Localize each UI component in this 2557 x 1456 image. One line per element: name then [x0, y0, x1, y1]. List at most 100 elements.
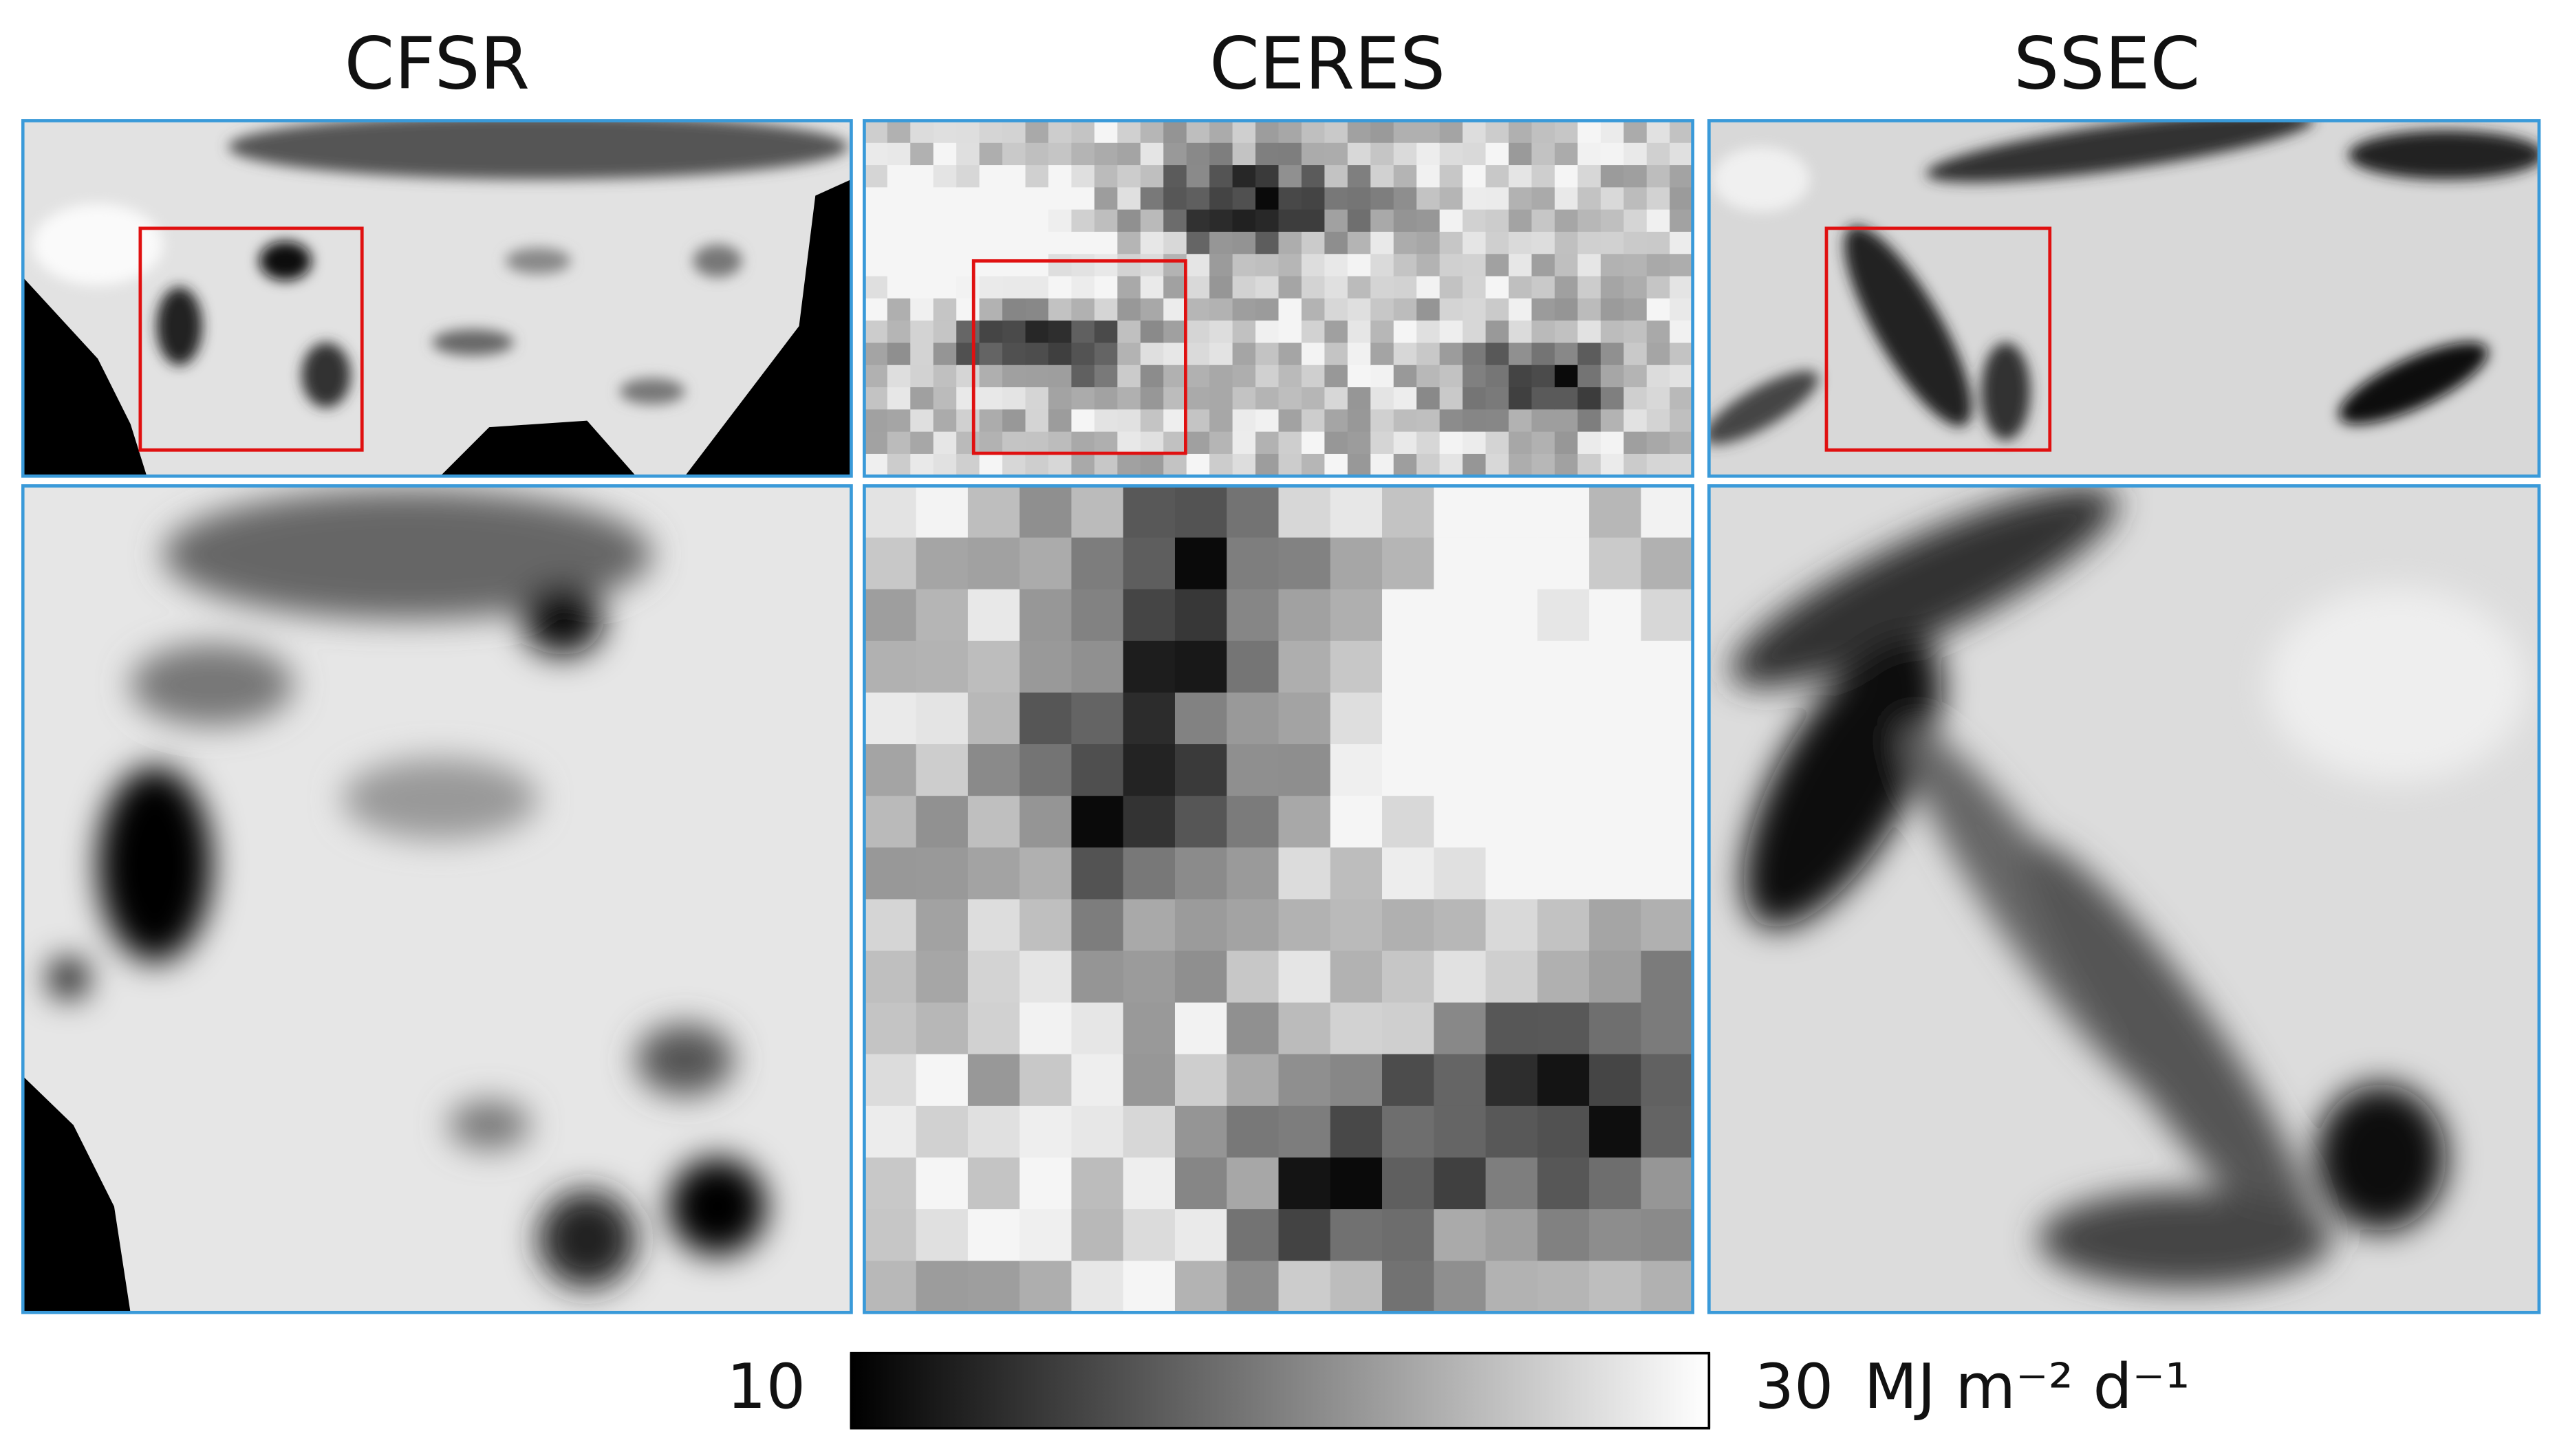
pixel [1537, 1261, 1590, 1314]
pixel [1393, 431, 1418, 455]
cfsr-map [23, 120, 852, 477]
pixel [1439, 276, 1464, 300]
pixel [1623, 409, 1648, 433]
pixel [1623, 365, 1648, 389]
pixel [1589, 744, 1642, 797]
pixel [1174, 796, 1228, 849]
pixel [1278, 231, 1303, 255]
pixel [1416, 209, 1441, 233]
pixel [1434, 1157, 1487, 1210]
pixel [1646, 320, 1671, 344]
pixel [1227, 1054, 1280, 1107]
pixel [1186, 142, 1211, 166]
pixel [1048, 254, 1072, 277]
pixel [1094, 320, 1119, 344]
pixel [1416, 365, 1441, 389]
pixel [1255, 120, 1280, 144]
pixel [1531, 320, 1556, 344]
pixel [1439, 254, 1464, 277]
pixel [1370, 320, 1394, 344]
pixel [1278, 486, 1331, 539]
pixel [864, 298, 889, 322]
pixel [1232, 165, 1257, 188]
panel-title: CFSR [344, 21, 530, 105]
pixel [967, 796, 1021, 849]
pixel [1140, 231, 1165, 255]
pixel [933, 343, 958, 366]
pixel [864, 486, 917, 539]
pixel [887, 142, 911, 166]
pixel [1019, 1261, 1072, 1314]
pixel [916, 692, 969, 746]
pixel [1094, 120, 1119, 144]
pixel [1025, 120, 1050, 144]
pixel [1554, 231, 1579, 255]
pixel [1301, 387, 1326, 411]
pixel [1025, 254, 1050, 277]
pixel [1347, 276, 1372, 300]
pixel [1434, 1054, 1487, 1107]
pixel [1641, 640, 1694, 694]
pixel [1094, 254, 1119, 277]
pixel [910, 387, 934, 411]
pixel [1117, 120, 1141, 144]
pixel [887, 431, 911, 455]
pixel [1347, 387, 1372, 411]
pixel [1646, 254, 1671, 277]
pixel [956, 276, 980, 300]
pixel [1117, 453, 1141, 477]
pixel [933, 187, 958, 210]
pixel [1646, 165, 1671, 188]
pixel [1434, 796, 1487, 849]
pixel [1382, 1157, 1435, 1210]
pixel [967, 537, 1021, 590]
pixel [1278, 142, 1303, 166]
pixel [1347, 343, 1372, 366]
pixel [1094, 187, 1119, 210]
pixel [1324, 254, 1349, 277]
pixel [1019, 1105, 1072, 1159]
pixel [1174, 692, 1228, 746]
pixel [1370, 387, 1394, 411]
pixel [1071, 453, 1096, 477]
pixel [864, 320, 889, 344]
pixel [1048, 187, 1072, 210]
pixel [1002, 387, 1026, 411]
pixel [979, 231, 1004, 255]
pixel [1186, 254, 1211, 277]
pixel [864, 343, 889, 366]
pixel [967, 640, 1021, 694]
pixel [967, 899, 1021, 952]
pixel [916, 640, 969, 694]
pixel [1463, 409, 1487, 433]
pixel [916, 1157, 969, 1210]
pixel [1670, 276, 1694, 300]
pixel [1019, 796, 1072, 849]
pixel [1019, 486, 1072, 539]
pixel [1577, 387, 1601, 411]
pixel [1439, 343, 1464, 366]
pixel [1370, 453, 1394, 477]
pixel [1646, 209, 1671, 233]
pixel [1330, 1209, 1383, 1262]
pixel [1670, 343, 1694, 366]
pixel [1209, 453, 1233, 477]
pixel [1382, 537, 1435, 590]
pixel [1232, 120, 1257, 144]
pixel [864, 847, 917, 900]
pixel [967, 1105, 1021, 1159]
pixel [1209, 320, 1233, 344]
pixel [1641, 1157, 1694, 1210]
pixel [1174, 744, 1228, 797]
pixel [1393, 254, 1418, 277]
pixel [864, 796, 917, 849]
pixel [1416, 343, 1441, 366]
pixel [1509, 165, 1533, 188]
pixel [933, 209, 958, 233]
pixel [1537, 1105, 1590, 1159]
pixel [1370, 142, 1394, 166]
pixel [916, 950, 969, 1003]
pixel [1416, 320, 1441, 344]
pixel [1140, 298, 1165, 322]
pixel [1554, 254, 1579, 277]
